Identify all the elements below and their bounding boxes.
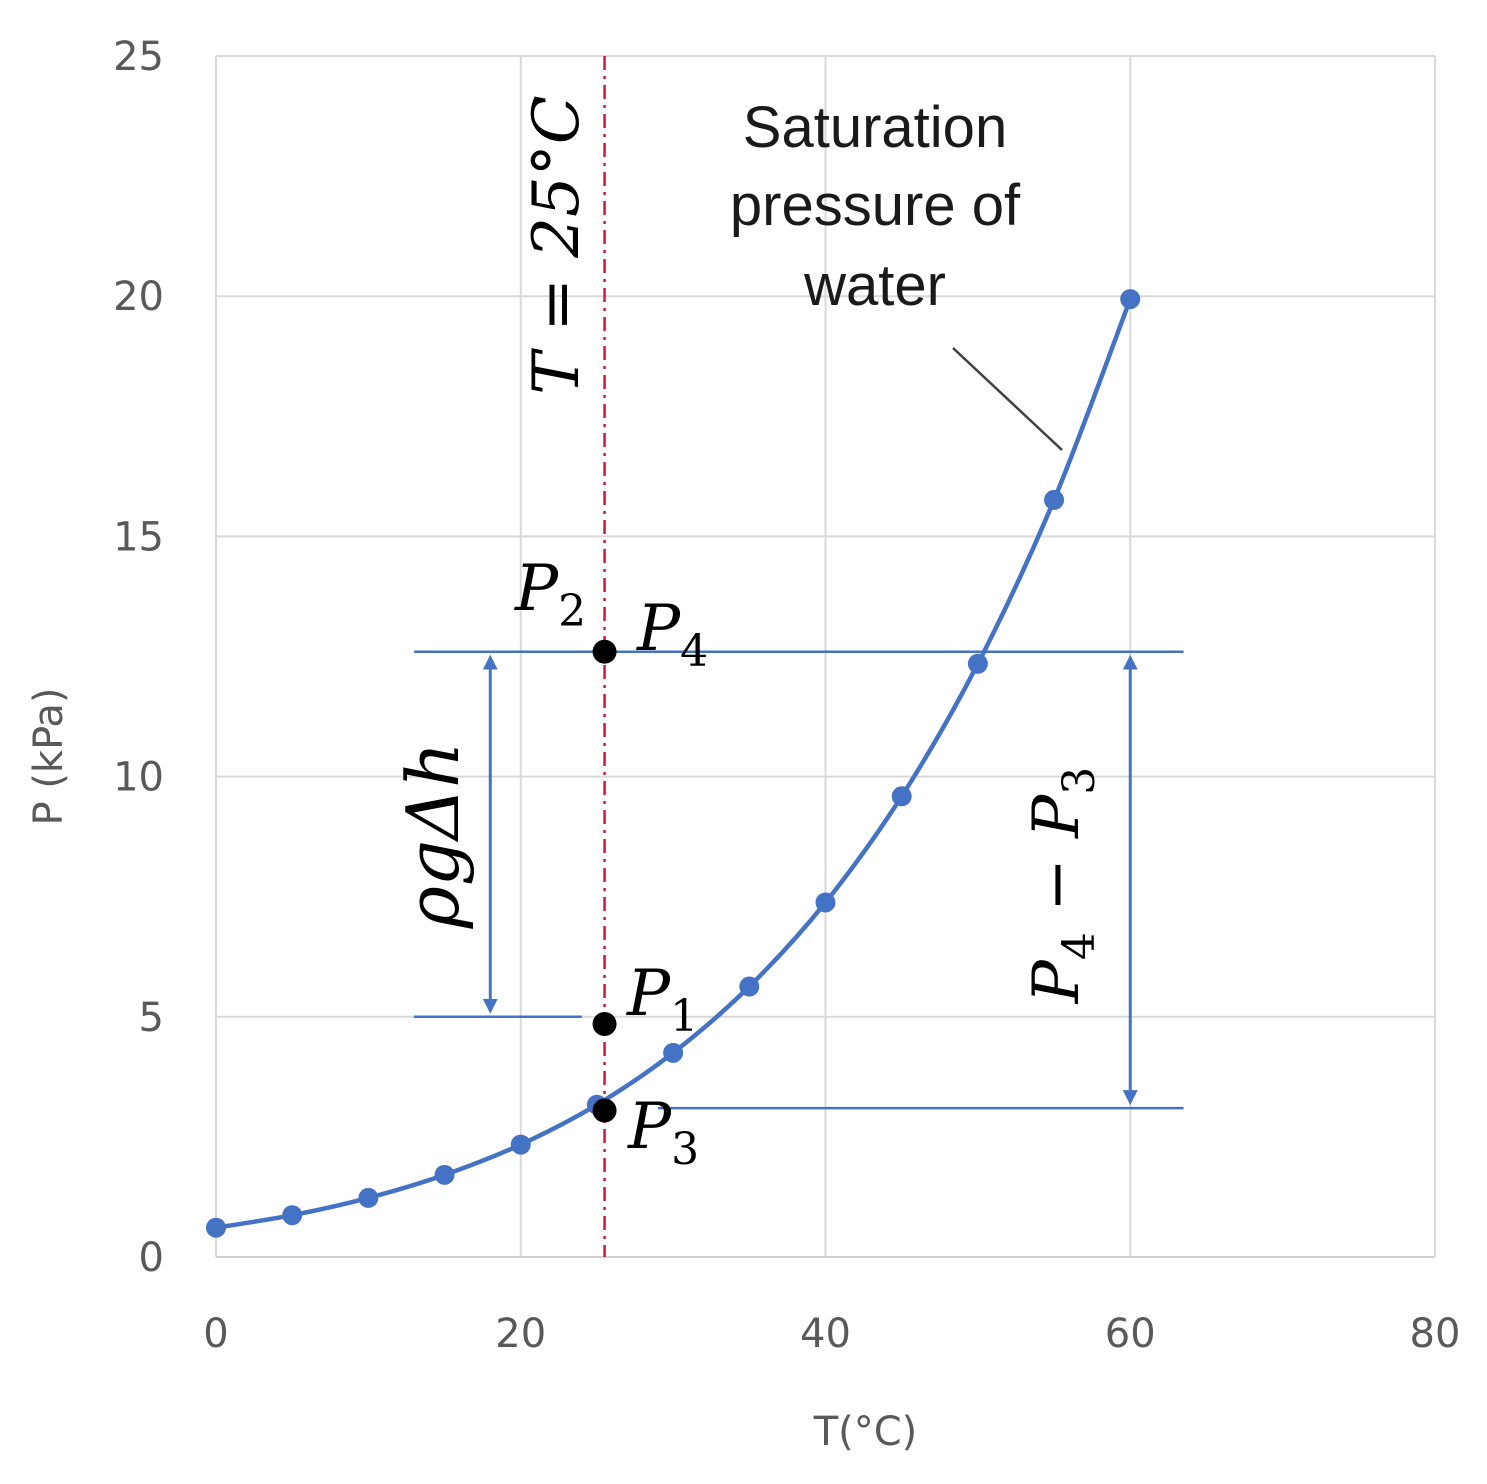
saturation-curve [215,298,1133,1230]
x-tick-label-80: 80 [1410,1311,1461,1357]
arrows [482,654,1138,1106]
y-tick-label-15: 15 [113,514,164,560]
data-point-10 [358,1187,379,1208]
label-P1-letter: P [626,957,671,1031]
curve-annotation-line-2: pressure of [730,173,1021,238]
label-P2-letter: P [514,552,559,626]
x-tick-label-20: 20 [495,1311,546,1357]
point-P1 [592,1012,617,1037]
p4-minus-p3-part-3: P [1020,794,1094,839]
label-P4-subscript: 4 [680,626,708,677]
p4-minus-p3-part-0: P [1020,959,1094,1004]
p4-minus-p3-label: P4 − P3 [1020,767,1105,1004]
data-point-0 [206,1217,226,1238]
data-point-60 [1120,289,1141,310]
y-tick-label-20: 20 [113,274,164,320]
data-point-30 [663,1042,684,1063]
axes-layer: 0 20 40 60 80 0 5 10 15 20 25 T(°C) P (kPa) [26,34,1460,1455]
data-point-15 [434,1164,455,1185]
y-tick-label-5: 5 [139,995,164,1041]
label-P1-subscript: 1 [670,991,698,1042]
x-tick-label-0: 0 [203,1311,228,1357]
series-layer [206,289,1141,1238]
p4-minus-p3-part-2: − [1020,838,1094,932]
data-point-35 [739,976,760,997]
data-point-20 [510,1134,531,1155]
y-axis-title: P (kPa) [26,687,72,825]
x-tick-label-40: 40 [800,1311,851,1357]
rho-g-dh-label: ρgΔh [391,742,475,930]
annotation-leader-line [952,347,1063,451]
y-tick-label-10: 10 [113,755,164,801]
data-point-55 [1044,489,1065,510]
point-P4 [592,639,617,664]
label-P2: P2 [514,552,586,637]
label-P4: P4 [636,592,708,677]
point-P3 [592,1098,617,1123]
label-P4-letter: P [636,592,681,666]
points-layer [592,639,617,1123]
x-tick-label-60: 60 [1105,1311,1156,1357]
label-P3: P3 [627,1090,699,1175]
label-P3-subscript: 3 [671,1124,699,1175]
data-point-50 [967,653,988,674]
label-P3-letter: P [627,1090,672,1164]
p4-minus-p3-part-1: 4 [1054,932,1105,960]
x-axis-title: T(°C) [813,1409,918,1455]
data-point-45 [891,786,912,807]
y-tick-label-0: 0 [139,1235,164,1281]
label-P1: P1 [626,957,698,1042]
curve-annotation-line-1: Saturation [743,95,1007,160]
y-tick-label-25: 25 [113,34,164,80]
temperature-25c-label: T = 25°C [520,95,594,394]
data-point-5 [282,1205,303,1226]
horizontal-lines [414,650,1184,1110]
curve-annotation-line-3: water [803,253,946,318]
label-P2-subscript: 2 [558,586,586,637]
p4-minus-p3-part-4: 3 [1054,767,1105,795]
data-point-40 [815,892,836,913]
